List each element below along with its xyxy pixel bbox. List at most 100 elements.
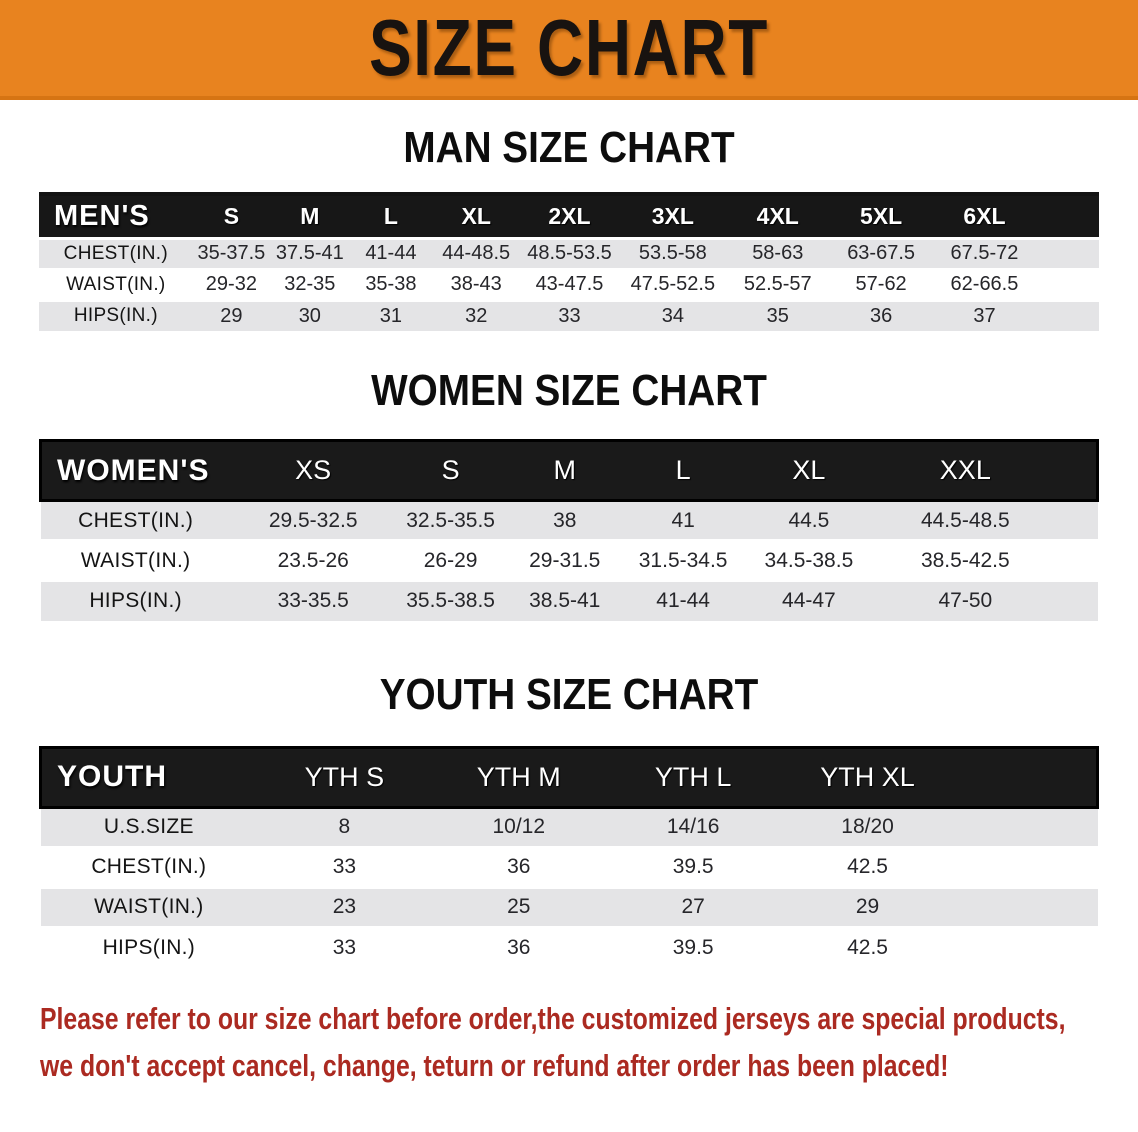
size-value: 10/12 bbox=[431, 805, 606, 847]
size-value: 39.5 bbox=[605, 925, 781, 967]
size-value: 26-29 bbox=[395, 539, 506, 581]
size-column-header: S bbox=[395, 439, 506, 502]
size-column-header: 3XL bbox=[618, 193, 727, 238]
size-value: 23 bbox=[257, 885, 432, 927]
notice-line-2: we don't accept cancel, change, teturn o… bbox=[40, 1048, 949, 1083]
size-value: 33 bbox=[520, 298, 619, 331]
size-value: 44-47 bbox=[742, 579, 876, 621]
measurement-row: HIPS(IN.) 33 36 39.5 42.5 bbox=[40, 925, 1098, 967]
size-value: 38-43 bbox=[432, 267, 521, 300]
row-label: HIPS(IN.) bbox=[40, 579, 231, 621]
size-value: 62-66.5 bbox=[933, 267, 1036, 300]
size-value: 35.5-38.5 bbox=[395, 579, 506, 621]
size-value: 41-44 bbox=[623, 579, 743, 621]
size-column-header: 5XL bbox=[828, 193, 934, 238]
size-value: 38.5-41 bbox=[505, 579, 624, 621]
measurement-row: WAIST(IN.) 23 25 27 29 bbox=[40, 885, 1098, 927]
size-value: 47.5-52.5 bbox=[618, 267, 727, 300]
size-column-header: M bbox=[270, 193, 350, 238]
spacer-cell bbox=[1055, 539, 1098, 581]
size-value: 23.5-26 bbox=[230, 539, 396, 581]
size-column-header: 6XL bbox=[933, 193, 1036, 238]
size-column-header: XXL bbox=[875, 439, 1056, 502]
size-value: 33 bbox=[257, 925, 432, 967]
women-section-heading: WOMEN SIZE CHART bbox=[371, 366, 767, 415]
spacer-cell bbox=[1035, 236, 1099, 269]
size-value: 48.5-53.5 bbox=[520, 236, 619, 269]
row-label: CHEST(IN.) bbox=[40, 499, 231, 541]
size-value: 8 bbox=[257, 805, 432, 847]
size-value: 37 bbox=[933, 298, 1036, 331]
size-value: 31.5-34.5 bbox=[623, 539, 743, 581]
size-value: 29-32 bbox=[192, 267, 271, 300]
size-column-header: S bbox=[192, 193, 271, 238]
spacer-cell bbox=[1035, 193, 1099, 238]
size-value: 63-67.5 bbox=[828, 236, 934, 269]
size-column-header: YTH S bbox=[257, 745, 432, 809]
size-value: 57-62 bbox=[828, 267, 934, 300]
size-value: 39.5 bbox=[605, 845, 781, 887]
size-chart-page: SIZE CHART MAN SIZE CHART MEN'S S M L XL 2XL 3… bbox=[0, 0, 1138, 1089]
row-label: U.S.SIZE bbox=[40, 805, 258, 847]
size-value: 32.5-35.5 bbox=[395, 499, 506, 541]
row-label: HIPS(IN.) bbox=[40, 925, 258, 967]
spacer-cell bbox=[1035, 298, 1099, 331]
measurement-row: CHEST(IN.) 33 36 39.5 42.5 bbox=[40, 845, 1098, 887]
size-value: 29.5-32.5 bbox=[230, 499, 396, 541]
measurement-row: CHEST(IN.) 29.5-32.5 32.5-35.5 38 41 44.5 44.5… bbox=[40, 499, 1098, 541]
spacer-cell bbox=[1055, 439, 1100, 502]
size-value: 42.5 bbox=[780, 925, 955, 967]
size-value: 30 bbox=[270, 298, 350, 331]
size-value: 42.5 bbox=[780, 845, 955, 887]
size-value: 53.5-58 bbox=[618, 236, 727, 269]
spacer-cell bbox=[954, 845, 1098, 887]
row-label: CHEST(IN.) bbox=[40, 845, 258, 887]
size-column-header: YTH XL bbox=[780, 745, 955, 809]
footer-notice: Please refer to our size chart before or… bbox=[40, 995, 1138, 1089]
size-value: 29-31.5 bbox=[505, 539, 624, 581]
measurement-row: CHEST(IN.) 35-37.5 37.5-41 41-44 44-48.5 48.5… bbox=[39, 236, 1099, 269]
size-value: 29 bbox=[780, 885, 955, 927]
measurement-row: WAIST(IN.) 29-32 32-35 35-38 38-43 43-47.5 47.… bbox=[39, 267, 1099, 300]
size-value: 25 bbox=[431, 885, 606, 927]
size-value: 27 bbox=[605, 885, 781, 927]
row-label: WAIST(IN.) bbox=[40, 885, 258, 927]
size-value: 38.5-42.5 bbox=[875, 539, 1056, 581]
size-column-header: YTH M bbox=[431, 745, 606, 809]
table-title-cell: WOMEN'S bbox=[38, 439, 231, 502]
spacer-cell bbox=[954, 745, 1099, 809]
size-value: 34.5-38.5 bbox=[742, 539, 876, 581]
banner-title: SIZE CHART bbox=[369, 3, 769, 92]
men-header-row: MEN'S S M L XL 2XL 3XL 4XL 5XL 6XL bbox=[39, 193, 1099, 238]
size-column-header: XS bbox=[230, 439, 396, 502]
size-value: 44.5-48.5 bbox=[875, 499, 1056, 541]
size-column-header: XL bbox=[742, 439, 876, 502]
size-value: 52.5-57 bbox=[726, 267, 829, 300]
spacer-cell bbox=[954, 925, 1098, 967]
table-title-cell: MEN'S bbox=[39, 193, 193, 238]
size-value: 44.5 bbox=[742, 499, 876, 541]
size-value: 33-35.5 bbox=[230, 579, 396, 621]
spacer-cell bbox=[954, 885, 1098, 927]
size-value: 37.5-41 bbox=[270, 236, 350, 269]
size-value: 35-37.5 bbox=[192, 236, 271, 269]
size-value: 44-48.5 bbox=[432, 236, 521, 269]
men-size-table: MEN'S S M L XL 2XL 3XL 4XL 5XL 6XL CHEST(IN.) 35-3… bbox=[39, 192, 1099, 331]
measurement-row: HIPS(IN.) 29 30 31 32 33 34 35 36 37 bbox=[39, 298, 1099, 331]
row-label: HIPS(IN.) bbox=[39, 298, 193, 331]
size-column-header: L bbox=[349, 193, 433, 238]
measurement-row: HIPS(IN.) 33-35.5 35.5-38.5 38.5-41 41-44 44-… bbox=[40, 579, 1098, 621]
size-column-header: YTH L bbox=[605, 745, 781, 809]
spacer-cell bbox=[1055, 499, 1098, 541]
row-label: CHEST(IN.) bbox=[39, 236, 193, 269]
youth-size-table: YOUTH YTH S YTH M YTH L YTH XL U.S.SIZE 8 10/1… bbox=[39, 745, 1099, 967]
table-title-cell: YOUTH bbox=[39, 745, 258, 809]
banner: SIZE CHART bbox=[0, 0, 1138, 100]
size-value: 35 bbox=[726, 298, 829, 331]
size-value: 36 bbox=[431, 925, 606, 967]
spacer-cell bbox=[954, 805, 1098, 847]
size-value: 41 bbox=[623, 499, 743, 541]
size-column-header: L bbox=[623, 439, 743, 502]
youth-section-heading: YOUTH SIZE CHART bbox=[379, 669, 759, 719]
youth-header-row: YOUTH YTH S YTH M YTH L YTH XL bbox=[39, 745, 1099, 809]
